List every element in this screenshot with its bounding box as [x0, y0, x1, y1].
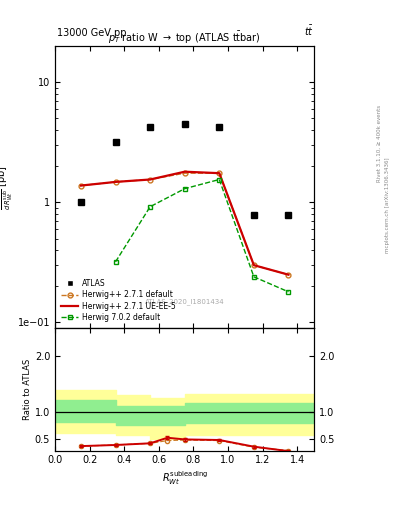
Text: $t\bar{t}$: $t\bar{t}$ — [305, 25, 314, 38]
X-axis label: $R_{Wt}^{\rm subleading}$: $R_{Wt}^{\rm subleading}$ — [162, 470, 208, 487]
Y-axis label: Ratio to ATLAS: Ratio to ATLAS — [23, 358, 32, 420]
Text: 13000 GeV pp: 13000 GeV pp — [57, 28, 127, 38]
Text: ATLAS_2020_I1801434: ATLAS_2020_I1801434 — [145, 298, 224, 306]
Legend: ATLAS, Herwig++ 2.7.1 default, Herwig++ 2.7.1 UE-EE-5, Herwig 7.0.2 default: ATLAS, Herwig++ 2.7.1 default, Herwig++ … — [59, 276, 178, 324]
Title: $p_T$ ratio W $\rightarrow$ top (ATLAS t$\bar{\rm t}$bar): $p_T$ ratio W $\rightarrow$ top (ATLAS t… — [108, 30, 261, 46]
Text: Rivet 3.1.10, ≥ 400k events: Rivet 3.1.10, ≥ 400k events — [377, 105, 382, 182]
Text: mcplots.cern.ch [arXiv:1306.3436]: mcplots.cern.ch [arXiv:1306.3436] — [385, 157, 389, 252]
Y-axis label: $\frac{d\sigma}{d\,R_{Wt}^{\rm sub}}$ [pb]: $\frac{d\sigma}{d\,R_{Wt}^{\rm sub}}$ [p… — [0, 164, 15, 209]
